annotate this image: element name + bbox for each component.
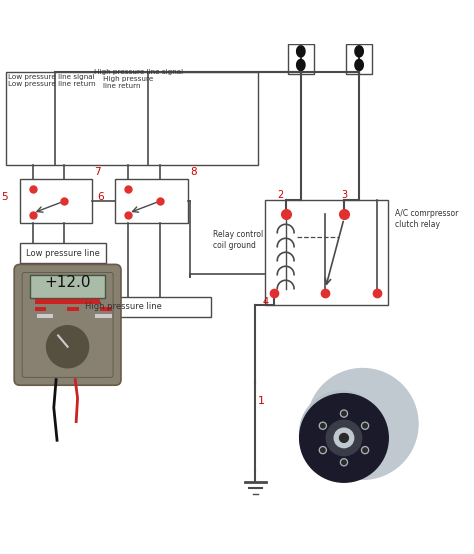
Bar xyxy=(35,299,100,304)
Bar xyxy=(37,314,54,317)
Bar xyxy=(67,307,79,311)
Circle shape xyxy=(342,411,346,416)
Circle shape xyxy=(319,447,327,454)
Bar xyxy=(6,72,258,165)
Circle shape xyxy=(362,422,369,429)
Bar xyxy=(35,307,46,311)
Text: Low pressure line signal
Low pressure line return: Low pressure line signal Low pressure li… xyxy=(8,74,96,87)
Circle shape xyxy=(334,428,354,448)
Text: A/C comrpressor
clutch relay: A/C comrpressor clutch relay xyxy=(395,209,459,229)
Text: 3: 3 xyxy=(342,190,348,200)
Text: 5: 5 xyxy=(1,192,8,202)
Text: 4: 4 xyxy=(262,297,268,307)
Bar xyxy=(288,44,314,74)
Bar xyxy=(264,200,388,305)
Text: 2: 2 xyxy=(277,190,283,200)
Circle shape xyxy=(326,420,362,455)
Circle shape xyxy=(319,422,327,429)
Circle shape xyxy=(307,368,418,479)
Circle shape xyxy=(363,423,367,428)
Circle shape xyxy=(320,448,325,452)
Circle shape xyxy=(363,448,367,452)
Polygon shape xyxy=(297,46,305,57)
Text: Low pressure line: Low pressure line xyxy=(26,249,100,258)
Bar xyxy=(115,179,188,223)
Circle shape xyxy=(339,433,348,442)
Bar xyxy=(100,307,112,311)
Bar xyxy=(346,44,372,74)
Text: 8: 8 xyxy=(190,167,197,177)
Text: High pressure line: High pressure line xyxy=(85,302,162,311)
Circle shape xyxy=(340,410,347,417)
Text: 7: 7 xyxy=(94,167,101,177)
Polygon shape xyxy=(297,59,305,70)
Bar xyxy=(20,243,106,263)
Bar xyxy=(95,314,112,317)
Circle shape xyxy=(300,393,388,482)
Text: High pressure line signal
    High pressure
    line return: High pressure line signal High pressure … xyxy=(94,69,183,89)
Circle shape xyxy=(340,459,347,466)
Text: Relay control
coil ground: Relay control coil ground xyxy=(213,230,264,250)
Bar xyxy=(36,297,211,317)
Text: +12.0: +12.0 xyxy=(44,275,91,290)
Bar xyxy=(20,179,92,223)
Circle shape xyxy=(320,423,325,428)
Circle shape xyxy=(300,391,384,475)
Text: 1: 1 xyxy=(258,396,264,406)
FancyBboxPatch shape xyxy=(14,264,121,385)
Text: 6: 6 xyxy=(97,192,104,202)
Bar xyxy=(30,275,105,298)
Polygon shape xyxy=(355,46,363,57)
Circle shape xyxy=(362,447,369,454)
Polygon shape xyxy=(355,59,363,70)
Circle shape xyxy=(46,326,89,368)
Circle shape xyxy=(342,460,346,464)
